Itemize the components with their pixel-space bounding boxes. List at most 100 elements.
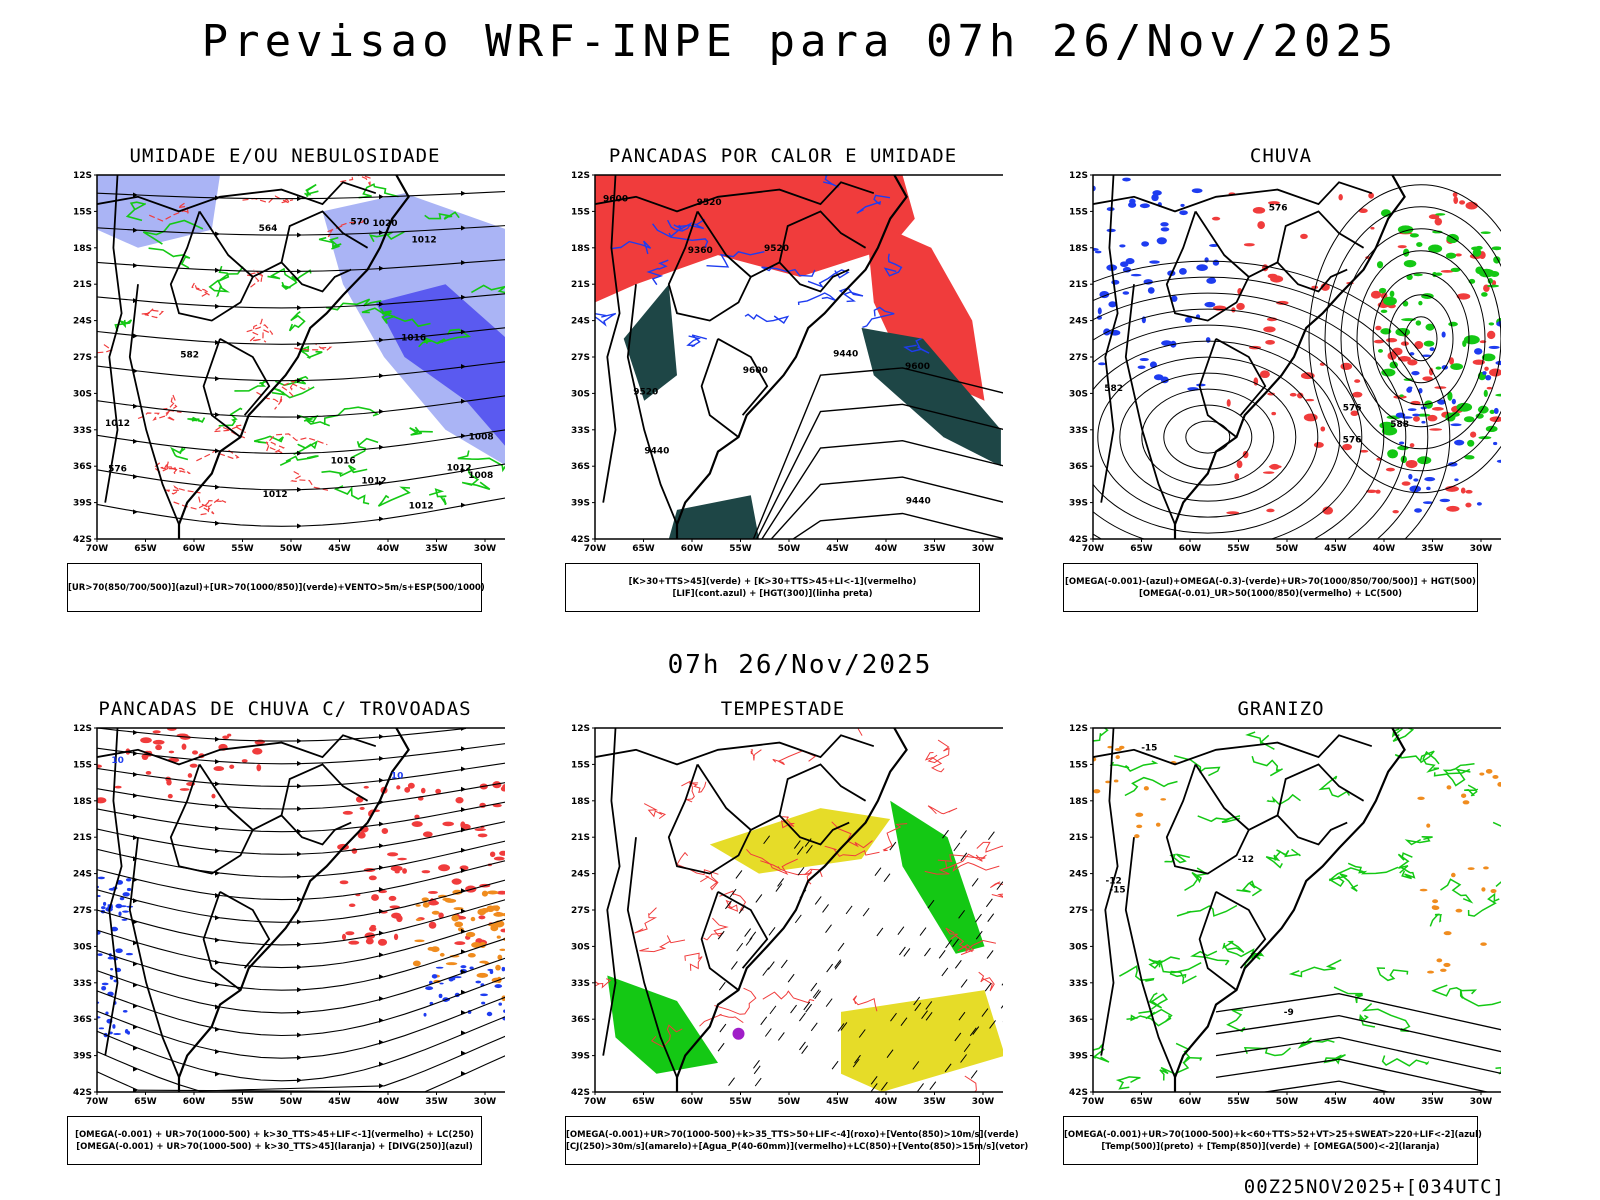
stream-arrow: [215, 982, 220, 988]
omega-blob: [1191, 188, 1203, 194]
wind-vector: [912, 1061, 920, 1070]
lon-tick-label: 30W: [474, 544, 497, 554]
temp850-contour: [1422, 750, 1440, 773]
country-border: [717, 338, 769, 416]
stream-arrow: [215, 959, 220, 965]
wind-vector: [799, 1041, 806, 1051]
wind-vector: [963, 1043, 971, 1053]
thunder-blob: [97, 797, 107, 804]
orange-blob: [476, 972, 489, 978]
rain-blob: [1313, 441, 1324, 448]
rain-blob: [1289, 392, 1297, 397]
precip-water-contour: [927, 805, 958, 815]
lat-tick-label: 18S: [1069, 797, 1088, 807]
panel-trovoadas: PANCADAS DE CHUVA C/ TROVOADAS 10 10 12S 15…: [65, 698, 505, 1178]
wind-vector: [975, 930, 983, 940]
legend-line: [UR>70(850/700/500)](azul)+[UR>70(1000/8…: [68, 582, 485, 593]
lon-tick-label: 55W: [1227, 1097, 1250, 1107]
divg-blob: [112, 1024, 116, 1029]
lat-tick-label: 15S: [1069, 760, 1088, 770]
divg-blob: [101, 982, 109, 986]
lat-tick-label: 39S: [1069, 499, 1088, 509]
thunder-blob: [227, 733, 232, 737]
stream-arrow: [461, 433, 466, 439]
stream-arrow: [379, 373, 384, 379]
wind-vector: [960, 830, 967, 839]
omega-blob: [1437, 399, 1446, 405]
omega-blob: [1491, 246, 1501, 251]
omega-blob: [1488, 322, 1495, 326]
wind-vector: [831, 1060, 839, 1070]
wind-vector: [744, 928, 752, 937]
omega-blob: [1447, 462, 1458, 467]
country-border: [1100, 728, 1119, 1056]
omega-blob: [1481, 353, 1496, 362]
thunder-blob: [145, 771, 152, 775]
lc250-streamline: [97, 801, 505, 833]
wind-vector: [777, 1032, 785, 1041]
lon-tick-label: 45W: [826, 544, 849, 554]
wind-vector: [876, 927, 884, 937]
stream-arrow: [461, 1070, 466, 1076]
stream-arrow: [461, 868, 466, 874]
thunder-blob: [377, 938, 388, 946]
stream-arrow: [379, 1083, 384, 1089]
thunder-blob: [393, 933, 399, 941]
lif-contour: [646, 259, 669, 286]
stream-arrow: [215, 870, 220, 876]
wind-vector: [97, 293, 505, 309]
wind-vector: [768, 927, 776, 936]
omega-blob: [1408, 473, 1413, 480]
stream-arrow: [461, 502, 466, 508]
omega-blob: [1448, 321, 1458, 327]
rain-blob: [1358, 208, 1368, 214]
rain-blob: [1452, 192, 1458, 198]
wind-vector: [775, 883, 783, 892]
humidity-contour: [461, 466, 491, 491]
lat-tick-label: 12S: [1069, 724, 1088, 734]
lat-tick-label: 33S: [73, 426, 92, 436]
stream-arrow: [379, 886, 384, 892]
precip-water-contour: [945, 927, 973, 953]
lon-tick-label: 35W: [425, 1097, 448, 1107]
stream-arrow: [379, 337, 384, 343]
humidity-contour: [170, 446, 189, 461]
divg-blob: [438, 993, 443, 999]
temp850-contour: [1288, 959, 1342, 978]
temp850-contour: [1400, 866, 1416, 880]
lon-tick-label: 40W: [1373, 544, 1396, 554]
contour-label: -12: [1238, 855, 1254, 865]
wind-vector: [745, 937, 753, 946]
wind-vector: [845, 905, 853, 915]
wind-vector: [858, 1029, 866, 1038]
rain-blob: [1431, 407, 1444, 411]
thunder-blob: [421, 870, 431, 874]
stream-arrow: [297, 414, 302, 420]
lif-contour: [686, 334, 707, 348]
omega-blob: [1488, 345, 1500, 349]
temp850-contour: [1245, 731, 1275, 750]
stream-arrow: [133, 835, 138, 841]
rain-blob: [1270, 275, 1284, 283]
lon-tick-label: 35W: [1421, 544, 1444, 554]
rain-blob: [1342, 443, 1353, 451]
country-border: [202, 338, 242, 438]
stream-arrow: [461, 398, 466, 404]
lif-contour: [666, 219, 693, 238]
lon-tick-label: 35W: [923, 544, 946, 554]
thickness-contour: [153, 462, 191, 475]
rain-blob: [1489, 416, 1501, 423]
omega-blob: [1487, 278, 1493, 284]
stream-arrow: [133, 750, 138, 756]
country-border: [280, 763, 369, 816]
omega-blob: [1495, 360, 1501, 366]
wind-vector: [925, 1001, 933, 1010]
thunder-blob: [168, 750, 175, 754]
panel-title: PANCADAS DE CHUVA C/ TROVOADAS: [98, 698, 472, 720]
lat-tick-label: 36S: [1069, 1015, 1088, 1025]
panel-legend: [K>30+TTS>45](verde) + [K>30+TTS>45+LI<-…: [565, 563, 980, 612]
rain-blob: [1428, 214, 1440, 220]
stream-arrow: [215, 412, 220, 418]
country-border: [1276, 210, 1365, 263]
stream-arrow: [133, 856, 138, 862]
